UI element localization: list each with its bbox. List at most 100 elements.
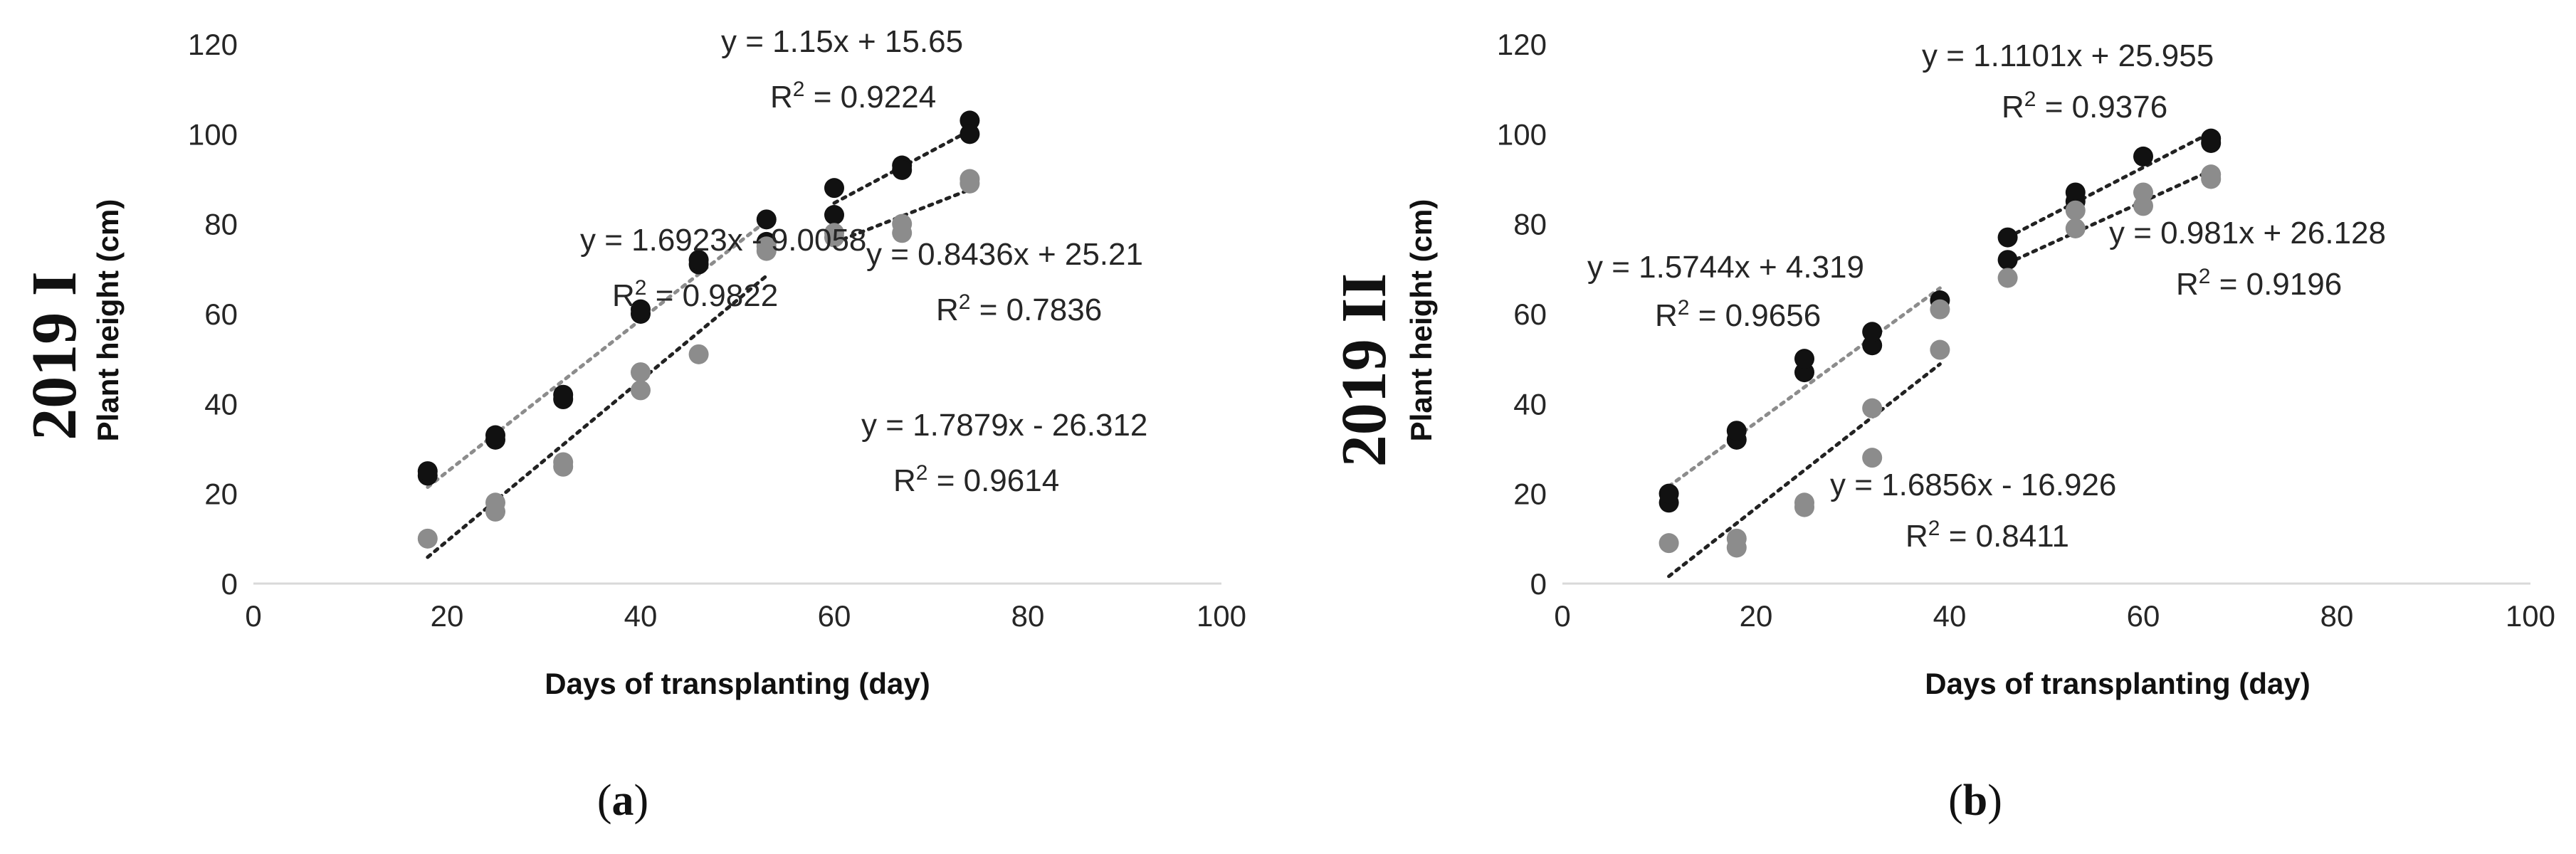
dark-point — [2201, 128, 2222, 149]
y-axis-title: Plant height (cm) — [91, 199, 125, 442]
gray-early-r2: R2 = 0.8411 — [1905, 517, 2069, 554]
dark-late-equation: y = 1.1101x + 25.955 — [1922, 38, 2214, 73]
gray-late-equation: y = 0.8436x + 25.21 — [866, 237, 1143, 272]
dark-late-trend — [2006, 130, 2213, 239]
year-label: 2019 II — [1329, 273, 1399, 468]
dark-early-trend — [426, 218, 769, 489]
x-tick-label: 20 — [431, 599, 464, 633]
gray-late-r2: R2 = 0.9196 — [2176, 265, 2342, 302]
dark-early-equation: y = 1.6923x - 9.0058 — [580, 223, 866, 258]
y-tick-label: 80 — [1513, 208, 1547, 241]
dark-point — [631, 299, 651, 320]
dark-early-r2: R2 = 0.9822 — [612, 276, 778, 313]
y-tick-label: 0 — [221, 567, 238, 601]
gray-point — [2065, 200, 2086, 221]
gray-late-trend — [2006, 169, 2213, 265]
gray-point — [1930, 299, 1950, 320]
x-tick-label: 80 — [1011, 599, 1045, 633]
dark-early-trend — [1667, 286, 1942, 488]
x-tick-label: 100 — [2506, 599, 2555, 633]
dark-point — [824, 178, 844, 199]
dark-point — [1794, 349, 1814, 369]
x-axis-title: Days of transplanting (day) — [1925, 667, 2310, 700]
y-tick-label: 120 — [1497, 28, 1547, 61]
gray-point — [553, 452, 574, 473]
dark-point — [1997, 250, 2018, 270]
chart-panel-a: 0 20 40 60 80 100 0 20 40 60 80 100 120 Days of trans… — [19, 24, 1246, 825]
x-tick-label: 100 — [1197, 599, 1246, 633]
chart-panel-b: 0 20 40 60 80 100 0 20 40 60 80 100 120 Days of trans… — [1329, 28, 2555, 825]
gray-point — [417, 528, 438, 549]
dark-point — [1862, 322, 1883, 342]
gray-point — [2065, 218, 2086, 238]
dark-early-equation: y = 1.5744x + 4.319 — [1587, 250, 1864, 285]
dark-point — [1658, 483, 1679, 504]
dark-point — [417, 461, 438, 482]
gray-early-r2: R2 = 0.9614 — [893, 461, 1059, 498]
dark-point — [2133, 146, 2153, 167]
gray-point — [892, 214, 913, 234]
x-tick-label: 0 — [245, 599, 261, 633]
y-tick-label: 0 — [1530, 567, 1547, 601]
gray-point — [1658, 533, 1679, 554]
y-tick-label: 60 — [204, 297, 238, 331]
gray-point — [1997, 268, 2018, 288]
gray-point — [631, 380, 651, 401]
dark-late-r2: R2 = 0.9376 — [2002, 88, 2167, 125]
gray-point — [824, 223, 844, 243]
gray-point — [2201, 164, 2222, 185]
dark-point — [1726, 421, 1747, 441]
dark-point — [756, 209, 777, 230]
dark-early-r2: R2 = 0.9656 — [1655, 296, 1821, 333]
gray-early-trend — [1667, 362, 1942, 579]
year-label: 2019 I — [19, 271, 90, 441]
gray-point — [2133, 182, 2153, 203]
gray-early-trend — [426, 274, 769, 559]
gray-point — [756, 236, 777, 257]
gray-point — [1794, 492, 1814, 513]
y-tick-label: 20 — [1513, 478, 1547, 511]
y-tick-label: 40 — [1513, 387, 1547, 421]
x-tick-label: 40 — [624, 599, 658, 633]
gray-point — [1862, 398, 1883, 418]
panel-label: (b) — [1948, 776, 2002, 825]
gray-early-equation: y = 1.7879x - 26.312 — [861, 408, 1147, 443]
x-axis-title: Days of transplanting (day) — [545, 667, 930, 700]
gray-point — [960, 169, 980, 189]
dark-point — [485, 425, 505, 446]
gray-late-r2: R2 = 0.7836 — [936, 290, 1102, 327]
gray-point — [631, 362, 651, 383]
x-tick-label: 0 — [1554, 599, 1570, 633]
y-tick-label: 100 — [188, 117, 238, 151]
y-tick-label: 120 — [188, 28, 238, 61]
y-tick-label: 20 — [204, 478, 238, 511]
gray-point — [688, 344, 709, 364]
y-tick-label: 60 — [1513, 297, 1547, 331]
gray-point — [1726, 528, 1747, 549]
dark-late-r2: R2 = 0.9224 — [770, 78, 936, 115]
y-axis-title: Plant height (cm) — [1404, 199, 1438, 442]
dark-point — [892, 159, 913, 180]
y-tick-label: 80 — [204, 208, 238, 241]
gray-late-equation: y = 0.981x + 26.128 — [2109, 216, 2386, 251]
gray-point — [1862, 448, 1883, 468]
x-tick-label: 60 — [2127, 599, 2160, 633]
x-tick-label: 20 — [1740, 599, 1773, 633]
dark-late-equation: y = 1.15x + 15.65 — [721, 24, 963, 59]
x-tick-label: 80 — [2320, 599, 2354, 633]
dark-point — [2065, 182, 2086, 203]
dark-point — [824, 205, 844, 226]
x-tick-label: 60 — [818, 599, 851, 633]
y-tick-label: 40 — [204, 387, 238, 421]
dark-point — [1997, 227, 2018, 248]
panel-label: (a) — [597, 776, 648, 825]
gray-point — [485, 492, 505, 513]
y-tick-label: 100 — [1497, 117, 1547, 151]
gray-point — [1930, 339, 1950, 360]
x-tick-label: 40 — [1933, 599, 1967, 633]
gray-early-equation: y = 1.6856x - 16.926 — [1830, 468, 2116, 502]
dark-point — [688, 250, 709, 270]
dark-point — [960, 124, 980, 144]
dark-point — [553, 384, 574, 405]
